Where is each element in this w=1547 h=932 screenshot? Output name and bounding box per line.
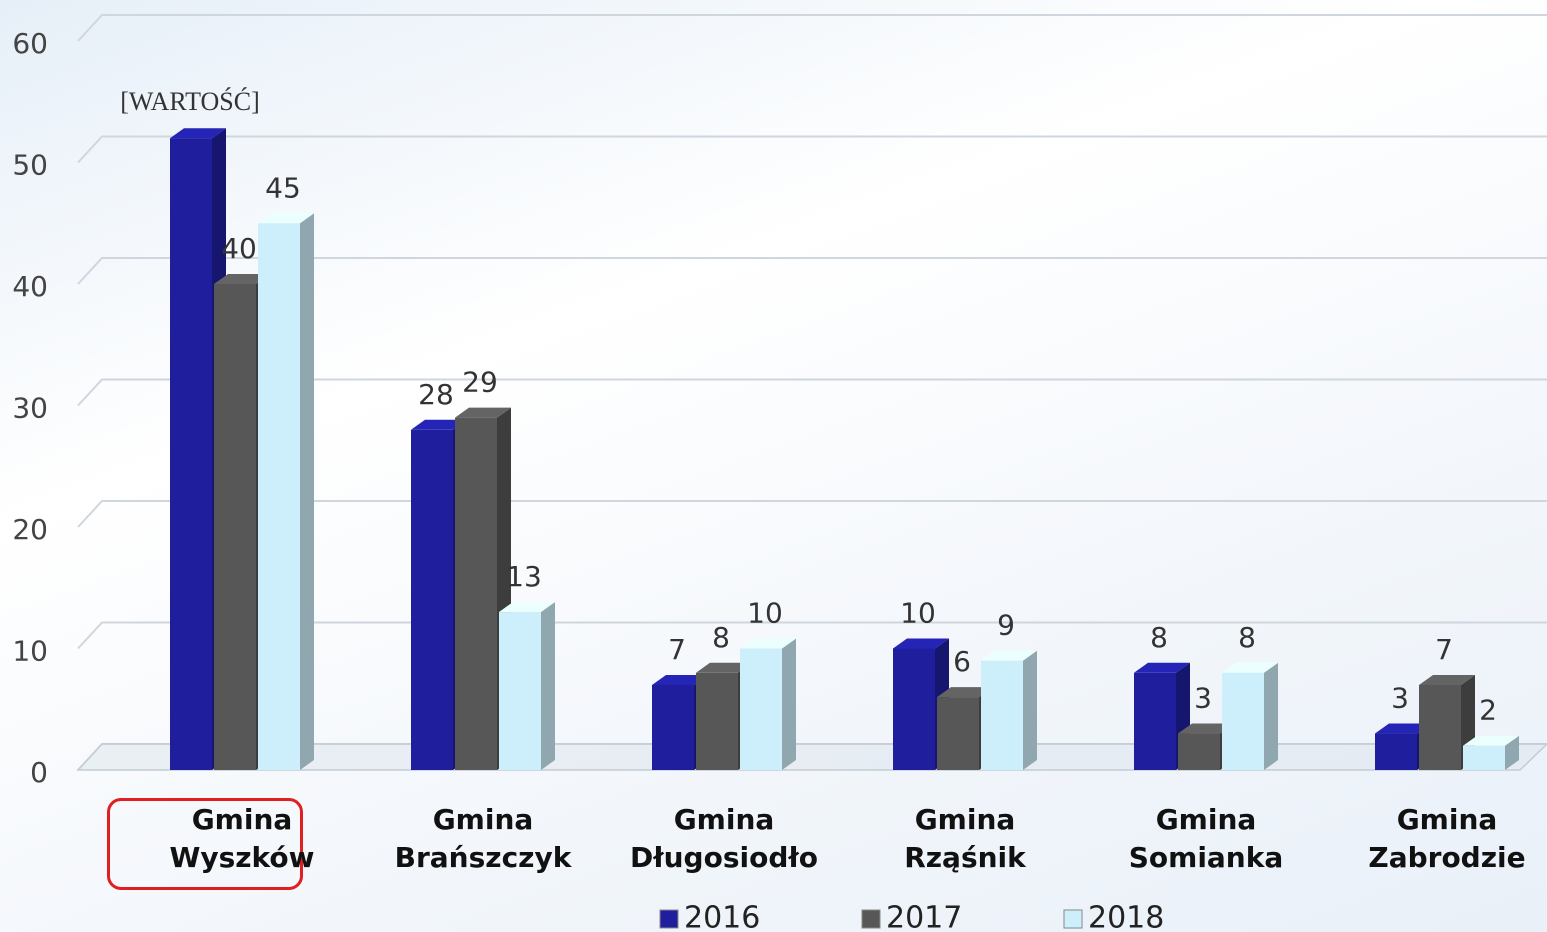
x-tick-label: Gmina Rząśnik [904, 803, 1026, 874]
grid-line [77, 378, 1547, 407]
bar-top [1178, 723, 1234, 734]
bar-top [981, 650, 1037, 661]
bar [411, 429, 453, 770]
bar-top [893, 638, 949, 649]
x-tick-label: Gmina Wyszków [169, 803, 315, 874]
grid-line [77, 500, 1547, 528]
bar-top [696, 662, 752, 673]
data-label: 8 [1238, 621, 1256, 654]
data-label: 45 [265, 171, 301, 204]
y-tick-label: 30 [12, 392, 48, 425]
data-label: 2 [1479, 694, 1497, 727]
bar [981, 660, 1023, 770]
legend-label: 2017 [886, 901, 962, 932]
bar-top [499, 602, 555, 613]
bar-top [258, 213, 314, 224]
legend-label: 2016 [684, 901, 760, 932]
y-tick-label: 0 [30, 756, 48, 789]
x-tick-label: Gmina Zabrodzie [1368, 803, 1526, 874]
bar [937, 697, 979, 770]
data-label: 28 [418, 378, 454, 411]
legend-swatch [659, 909, 679, 929]
bar-top [455, 407, 511, 418]
bar-top [170, 128, 226, 139]
bar [696, 672, 738, 770]
data-label: 29 [462, 366, 498, 399]
bar [170, 138, 212, 770]
bar-top [214, 274, 270, 284]
grid-line [77, 14, 1547, 42]
bar-side [541, 602, 555, 770]
bar-top [740, 638, 796, 649]
bar-side [1264, 662, 1278, 770]
bar-top [1375, 723, 1431, 734]
highlight-box [107, 798, 303, 890]
bar [1419, 684, 1461, 770]
bar [1375, 733, 1417, 770]
x-tick-label: Gmina Długosiodło [629, 803, 818, 874]
grid-line [77, 621, 1547, 650]
bar [258, 223, 300, 770]
bar-top [1419, 674, 1475, 685]
y-tick-label: 10 [12, 635, 48, 668]
y-tick-label: 60 [12, 27, 48, 60]
bar [652, 684, 694, 770]
bar-top [652, 674, 708, 685]
bar [1134, 672, 1176, 770]
bar [1178, 733, 1220, 770]
data-label: 40 [221, 232, 257, 265]
data-label: 9 [997, 609, 1015, 642]
bar [740, 648, 782, 770]
data-label: 3 [1391, 682, 1409, 715]
data-label: [WARTOŚĆ] [120, 87, 260, 116]
bar [455, 417, 497, 770]
data-label: 10 [900, 597, 936, 630]
bar [214, 284, 256, 770]
x-tick-label: Gmina Brańszczyk [394, 803, 572, 874]
y-tick-label: 40 [12, 270, 48, 303]
bar-side [300, 213, 314, 770]
data-label: 10 [747, 597, 783, 630]
data-label: 6 [953, 645, 971, 678]
grid-line [77, 257, 1547, 285]
bar-side [1505, 735, 1519, 770]
bar-top [1222, 662, 1278, 673]
bar [1222, 672, 1264, 770]
y-tick-label: 20 [12, 513, 48, 546]
bar-top [411, 419, 467, 430]
legend-swatch [1063, 909, 1083, 929]
bar [1463, 745, 1505, 770]
bar [893, 648, 935, 770]
bar-side [782, 638, 796, 770]
data-label: 8 [712, 621, 730, 654]
data-label: 7 [1435, 633, 1453, 666]
data-label: 13 [506, 560, 542, 593]
legend-label: 2018 [1088, 901, 1164, 932]
bar [499, 612, 541, 770]
data-label: 3 [1194, 682, 1212, 715]
bar-top [1134, 662, 1190, 673]
bar-side [1023, 650, 1037, 770]
bar-top [1463, 735, 1519, 746]
bar-top [937, 687, 993, 698]
data-label: 8 [1150, 621, 1168, 654]
grid-line [77, 135, 1547, 164]
legend-swatch [861, 909, 881, 929]
x-tick-label: Gmina Somianka [1128, 803, 1284, 874]
data-label: 7 [668, 633, 686, 666]
y-tick-label: 50 [12, 149, 48, 182]
